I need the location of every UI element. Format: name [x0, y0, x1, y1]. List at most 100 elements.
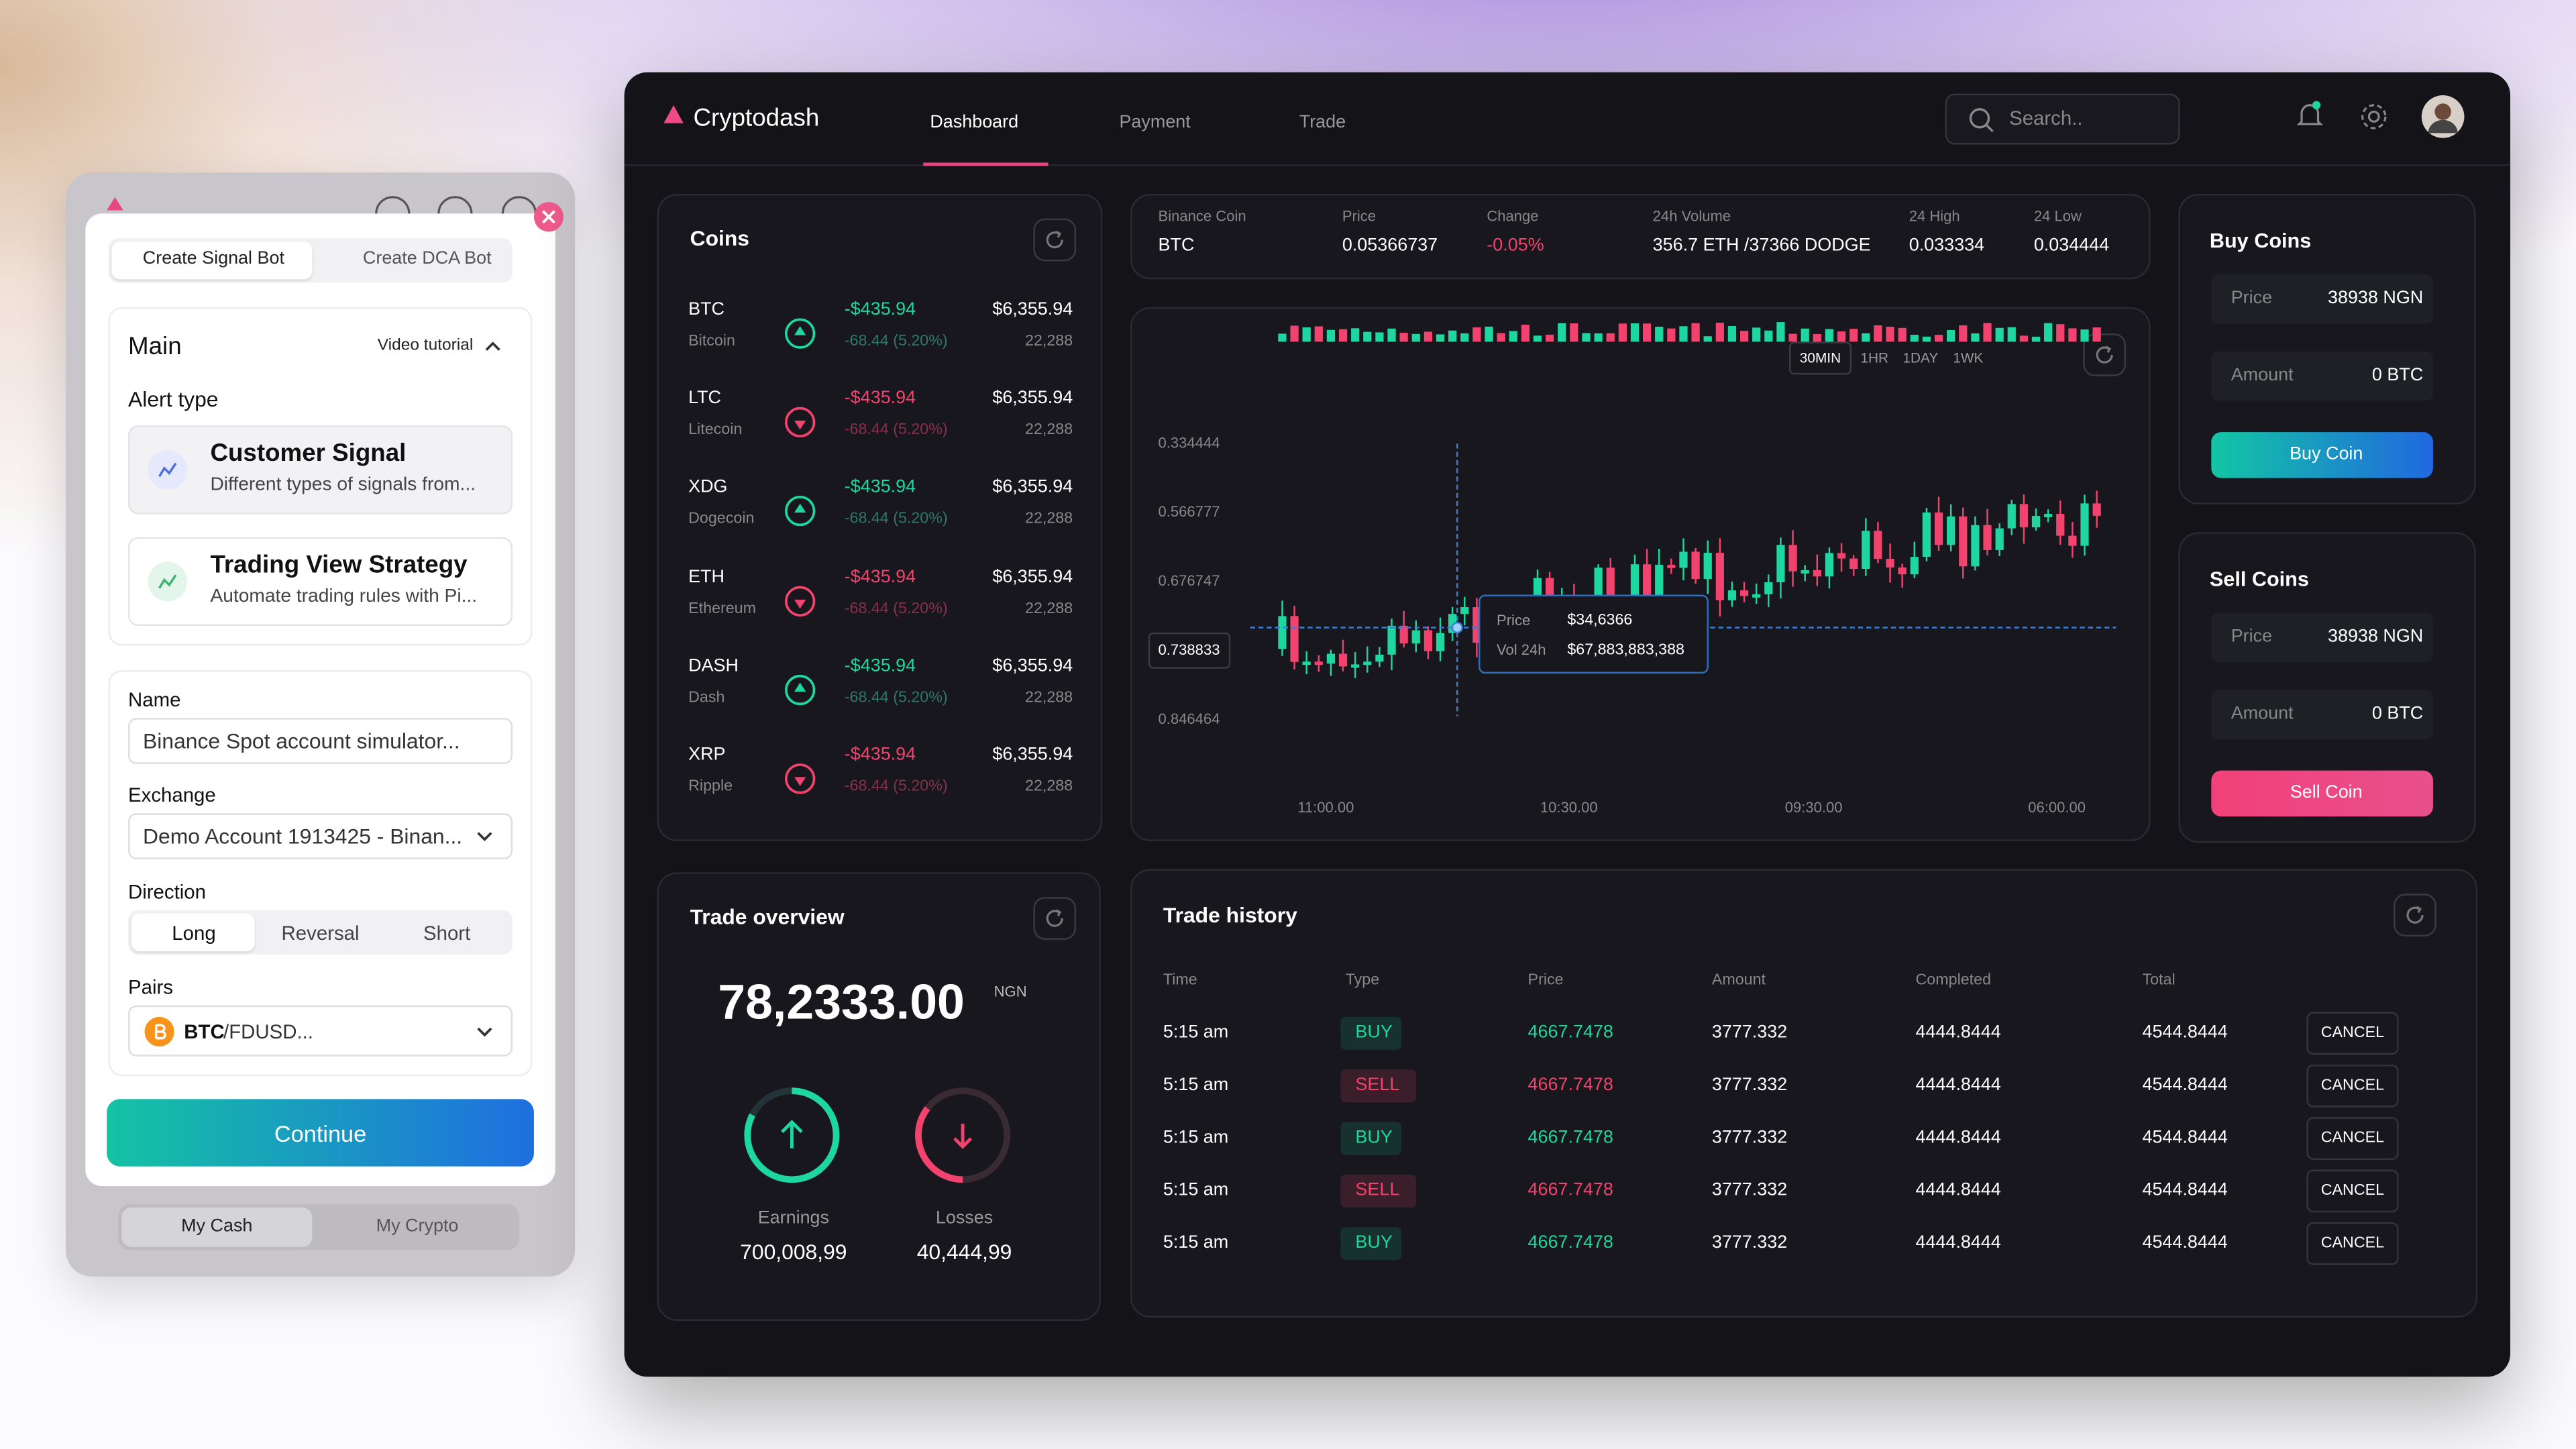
ticker-label: Price	[1342, 207, 1377, 225]
buy-button[interactable]	[2211, 432, 2433, 478]
exchange-select[interactable]	[128, 813, 513, 859]
cell-completed: 4444.8444	[1915, 1128, 2001, 1148]
cancel-button[interactable]	[2306, 1064, 2399, 1108]
refresh-button[interactable]	[2394, 894, 2436, 936]
x-axis-label: 06:00.00	[2028, 799, 2086, 816]
continue-button[interactable]	[107, 1099, 534, 1167]
stat-label: Losses	[935, 1208, 994, 1228]
overview-currency: NGN	[994, 983, 1027, 1000]
nav-link[interactable]: Trade	[1299, 112, 1346, 133]
coin-pct: -68.44 (5.20%)	[844, 688, 948, 707]
coin-trend-icon	[785, 585, 816, 616]
range-button[interactable]: 1WK	[1953, 350, 1984, 366]
coin-pct: -68.44 (5.20%)	[844, 332, 948, 351]
chart-tooltip	[1479, 594, 1709, 674]
cell-completed: 4444.8444	[1915, 1232, 2001, 1253]
form-section	[108, 670, 533, 1077]
search-placeholder[interactable]: Search..	[2009, 107, 2083, 130]
direction-option[interactable]: Long	[172, 920, 216, 944]
main-section	[108, 307, 533, 646]
range-button[interactable]: 1HR	[1860, 350, 1889, 366]
button-label[interactable]: Continue	[274, 1120, 367, 1147]
alert-icon	[148, 450, 188, 490]
cell-total: 4544.8444	[2142, 1232, 2228, 1253]
tab[interactable]: Create DCA Bot	[362, 249, 492, 269]
ticker-value: 356.7 ETH /37366 DODGE	[1652, 235, 1871, 256]
cancel-button[interactable]	[2306, 1117, 2399, 1160]
y-axis-label: 0.334444	[1158, 434, 1220, 451]
overview-total: 78,2333.00	[718, 975, 965, 1030]
alert-option[interactable]	[128, 425, 513, 515]
coin-trend-icon	[785, 318, 816, 349]
amount-field[interactable]	[2211, 690, 2433, 740]
bottom-tab-active[interactable]	[121, 1208, 313, 1247]
y-axis-label: 0.566777	[1158, 503, 1220, 521]
input-value: Demo Account 1913425 - Binan...	[143, 824, 463, 849]
ticker-label: Binance Coin	[1158, 207, 1246, 225]
coin-name: Ripple	[688, 777, 733, 796]
alert-option[interactable]	[128, 537, 513, 627]
section-title: Main	[128, 332, 182, 361]
cancel-button[interactable]	[2306, 1169, 2399, 1213]
bottom-tab[interactable]: My Crypto	[376, 1216, 459, 1236]
type-badge	[1340, 1227, 1401, 1260]
ticker-label: 24h Volume	[1652, 207, 1731, 225]
field-value: 0 BTC	[2371, 365, 2424, 386]
cell-price: 4667.7478	[1527, 1180, 1613, 1200]
name-input[interactable]	[128, 718, 513, 764]
coin-price: $6,355.94	[992, 299, 1073, 320]
sell-button[interactable]	[2211, 770, 2433, 817]
y-axis-label: 0.676747	[1158, 572, 1220, 589]
cell-type: BUY	[1355, 1022, 1393, 1042]
cancel-label[interactable]: CANCEL	[2320, 1129, 2385, 1148]
coin-volume: 22,288	[1025, 599, 1073, 618]
price-field[interactable]	[2211, 274, 2433, 324]
refresh-button[interactable]	[1033, 218, 1077, 262]
cancel-label[interactable]: CANCEL	[2320, 1076, 2385, 1095]
alert-glyph	[158, 574, 177, 589]
price-field[interactable]	[2211, 612, 2433, 662]
cell-amount: 3777.332	[1711, 1128, 1788, 1148]
cancel-label[interactable]: CANCEL	[2320, 1024, 2385, 1042]
amount-field[interactable]	[2211, 352, 2433, 401]
alert-title: Customer Signal	[210, 439, 407, 468]
refresh-button[interactable]	[2083, 333, 2126, 376]
direction-option[interactable]: Short	[423, 920, 471, 944]
coin-symbol: ETH	[688, 567, 725, 587]
range-button[interactable]: 30MIN	[1799, 350, 1841, 366]
alert-desc: Different types of signals from...	[210, 475, 476, 495]
cancel-label[interactable]: CANCEL	[2320, 1234, 2385, 1252]
tab-active[interactable]	[111, 241, 313, 280]
coin-change: -$435.94	[844, 745, 916, 765]
coin-symbol: XDG	[688, 478, 728, 498]
nav-link[interactable]: Payment	[1119, 112, 1191, 133]
direction-option[interactable]: Reversal	[281, 920, 360, 944]
video-link[interactable]: Video tutorial	[377, 337, 474, 355]
crosshair-label	[1148, 632, 1231, 669]
cell-price: 4667.7478	[1527, 1128, 1613, 1148]
cell-total: 4544.8444	[2142, 1128, 2228, 1148]
coin-symbol: DASH	[688, 655, 739, 676]
column-header: Price	[1527, 971, 1564, 989]
pairs-select[interactable]	[128, 1005, 513, 1057]
coin-pct: -68.44 (5.20%)	[844, 777, 948, 796]
range-button[interactable]: 1DAY	[1902, 350, 1939, 366]
cancel-button[interactable]	[2306, 1222, 2399, 1265]
settings-icon	[2361, 104, 2387, 129]
cell-type: BUY	[1355, 1232, 1393, 1253]
cancel-button[interactable]	[2306, 1012, 2399, 1055]
button-label[interactable]: Buy Coin	[2290, 444, 2363, 464]
cell-time: 5:15 am	[1163, 1128, 1229, 1148]
tab[interactable]: Create Signal Bot	[142, 249, 284, 269]
bottom-tab[interactable]: My Cash	[181, 1216, 253, 1236]
cancel-label[interactable]: CANCEL	[2320, 1181, 2385, 1200]
x-axis-label: 10:30.00	[1540, 799, 1598, 816]
nav-link[interactable]: Dashboard	[930, 112, 1019, 133]
column-header: Amount	[1711, 971, 1766, 989]
button-label[interactable]: Sell Coin	[2290, 782, 2363, 803]
search-box[interactable]	[1945, 93, 2180, 145]
card-title: Buy Coins	[2209, 229, 2312, 253]
btc-icon	[144, 1016, 174, 1047]
refresh-button[interactable]	[1033, 897, 1077, 940]
alert-title: Trading View Strategy	[210, 551, 468, 580]
